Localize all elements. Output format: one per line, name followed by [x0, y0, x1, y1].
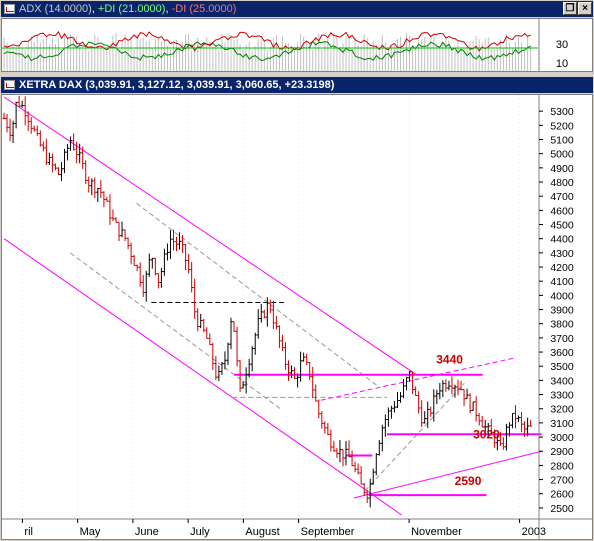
y-tick-label: 4700 — [550, 191, 574, 203]
x-tick-label: August — [245, 526, 279, 538]
dashed-trend-line — [364, 382, 465, 492]
adx-panel: ADX (14.0000), +DI (21.0000), -DI (25.00… — [0, 0, 594, 73]
y-tick-label: 3300 — [550, 390, 574, 402]
y-tick-label: 2800 — [550, 460, 574, 472]
y-tick-label: 3700 — [550, 333, 574, 345]
y-tick-label: 2700 — [550, 475, 574, 487]
y-tick-label: 5300 — [550, 106, 574, 118]
adx-tick-10: 10 — [556, 58, 568, 70]
y-tick-label: 2900 — [550, 446, 574, 458]
mdi-line — [3, 30, 531, 52]
trend-channel-line — [3, 96, 417, 376]
y-tick-label: 4000 — [550, 290, 574, 302]
x-tick-label: May — [80, 526, 101, 538]
y-tick-label: 3800 — [550, 319, 574, 331]
y-tick-label: 4900 — [550, 163, 574, 175]
adx-chart-svg: 30 10 — [2, 19, 568, 71]
trend-channel-line — [3, 238, 403, 516]
price-chart-svg: 3440 3020 2590 2500 2600 2700 2800 2900 3000 310… — [2, 95, 592, 539]
y-tick-label: 2500 — [550, 503, 574, 515]
adx-title-mdi: -DI (25.0000) — [171, 3, 237, 15]
y-tick-label: 5200 — [550, 120, 574, 132]
level-annotation: 2590 — [455, 474, 482, 488]
dashed-trend-line — [69, 252, 281, 410]
y-tick-label: 3100 — [550, 418, 574, 430]
adx-tick-30: 30 — [556, 39, 568, 51]
y-tick-label: 4100 — [550, 276, 574, 288]
y-tick-label: 4500 — [550, 220, 574, 232]
x-tick-label: ril — [24, 526, 33, 538]
y-tick-label: 3900 — [550, 305, 574, 317]
adx-title-bar[interactable]: ADX (14.0000), +DI (21.0000), -DI (25.00… — [1, 1, 593, 17]
level-annotation: 3020 — [473, 427, 500, 441]
dashed-trend-line — [320, 357, 517, 401]
restore-button[interactable]: ❐ — [563, 2, 577, 15]
price-window-icon[interactable] — [4, 80, 15, 90]
x-tick-label: July — [190, 526, 210, 538]
y-tick-label: 3600 — [550, 347, 574, 359]
x-tick-label: June — [135, 526, 159, 538]
price-plot-area: 3440 3020 2590 2500 2600 2700 2800 2900 3000 310… — [1, 94, 593, 540]
y-tick-label: 3400 — [550, 375, 574, 387]
y-tick-label: 4200 — [550, 262, 574, 274]
x-tick-label: September — [301, 526, 355, 538]
adx-title-adx: ADX (14.0000) — [19, 3, 92, 15]
trend-channel-line — [353, 450, 542, 499]
level-annotation: 3440 — [436, 352, 463, 366]
y-tick-label: 4400 — [550, 234, 574, 246]
adx-title: ADX (14.0000), +DI (21.0000), -DI (25.00… — [19, 3, 237, 15]
x-tick-label: November — [411, 526, 462, 538]
y-tick-label: 5100 — [550, 135, 574, 147]
pdi-line — [3, 40, 531, 62]
price-panel: XETRA DAX (3,039.91, 3,127.12, 3,039.91,… — [0, 76, 594, 541]
price-title-bar[interactable]: XETRA DAX (3,039.91, 3,127.12, 3,039.91,… — [1, 77, 593, 93]
y-tick-label: 5000 — [550, 149, 574, 161]
y-tick-label: 3000 — [550, 432, 574, 444]
dashed-trend-line — [136, 202, 380, 388]
y-tick-label: 4300 — [550, 248, 574, 260]
y-tick-label: 4800 — [550, 177, 574, 189]
chart-window-icon[interactable] — [4, 4, 15, 14]
y-tick-label: 3200 — [550, 404, 574, 416]
y-tick-label: 2600 — [550, 489, 574, 501]
y-tick-label: 3500 — [550, 361, 574, 373]
adx-plot-area: 30 10 — [1, 18, 593, 72]
x-tick-label: 2003 — [522, 526, 546, 538]
close-button[interactable]: × — [578, 2, 592, 15]
adx-title-pdi: +DI (21.0000) — [97, 3, 166, 15]
y-tick-label: 4600 — [550, 205, 574, 217]
price-title: XETRA DAX (3,039.91, 3,127.12, 3,039.91,… — [19, 79, 335, 91]
